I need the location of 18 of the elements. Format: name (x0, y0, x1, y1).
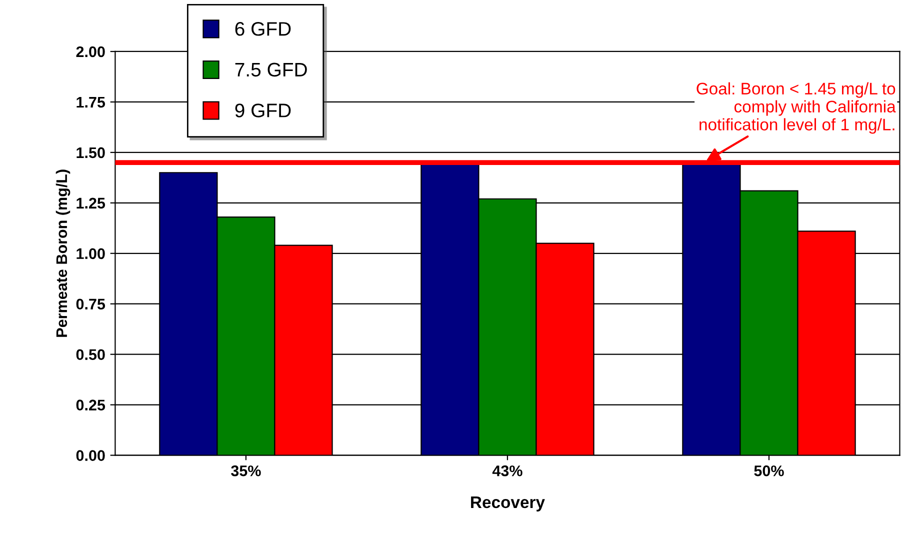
x-tick-label: 35% (231, 465, 261, 476)
y-axis-title: Permeate Boron (mg/L) (56, 170, 70, 337)
x-tick-label: 50% (754, 465, 784, 476)
legend-label: 6 GFD (235, 22, 291, 36)
y-tick-label: 1.00 (76, 248, 105, 260)
y-tick-label: 2.00 (76, 46, 105, 58)
legend-label: 9 GFD (235, 104, 291, 118)
y-tick-label: 1.25 (76, 198, 106, 209)
x-axis-title: Recovery (471, 496, 545, 512)
legend-label: 7.5 GFD (235, 62, 307, 77)
y-tick-label: 0.50 (76, 349, 105, 360)
ref-line-label: Goal: Boron < 1.45 mg/L to comply with California notification level of 1 mg/L. (696, 82, 896, 134)
x-tick-label: 43% (492, 465, 522, 476)
y-tick-label: 0.00 (76, 450, 105, 461)
y-tick-label: 1.50 (76, 147, 105, 158)
y-tick-label: 1.75 (76, 96, 106, 108)
y-tick-label: 0.25 (76, 400, 106, 410)
y-tick-label: 0.75 (76, 298, 106, 310)
